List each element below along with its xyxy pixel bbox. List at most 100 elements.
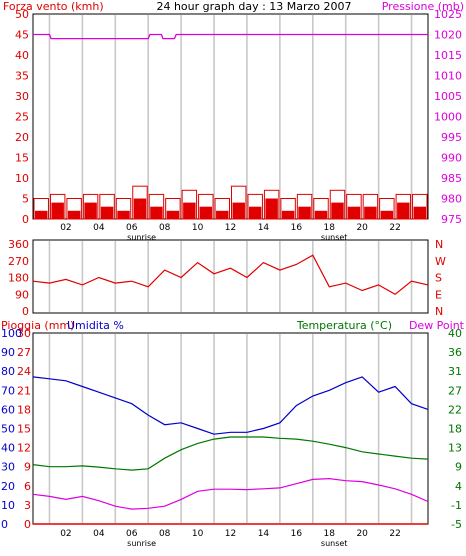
dewpoint-line [32, 477, 429, 510]
wind-y-tick-label: 0 [22, 213, 29, 226]
wind-direction-line [32, 254, 429, 296]
rain-y-tick-label: 0 [24, 518, 31, 531]
pressure-y-tick-label: 995 [441, 131, 462, 144]
humidity-y-tick-label: 90 [1, 346, 15, 359]
temperature-y-tick-label: 13 [448, 442, 462, 455]
compass-label: N [435, 305, 443, 318]
temperature-y-tick-label: 27 [448, 384, 462, 397]
wind-avg-bar [265, 198, 278, 219]
x-tick-label: 14 [258, 529, 270, 539]
wind-axis-title: Forza vento (kmh) [3, 0, 104, 13]
humidity-y-tick-label: 20 [1, 480, 15, 493]
humidity-y-tick-label: 80 [1, 365, 15, 378]
temperature-y-tick-label: 40 [448, 327, 462, 340]
x-tick-label: 06 [126, 529, 138, 539]
wind-avg-bar [397, 202, 410, 219]
x-tick-label: 12 [225, 223, 236, 233]
direction-y-tick-label: 180 [8, 272, 29, 285]
temperature-y-tick-label: 4 [455, 480, 462, 493]
pressure-y-tick-label: 1025 [434, 8, 462, 21]
temperature-y-tick-label: 31 [448, 365, 462, 378]
wind-avg-bar [347, 206, 361, 219]
pressure-y-tick-label: 1000 [434, 111, 462, 124]
rain-y-tick-label: 15 [17, 423, 31, 436]
temperature-y-tick-label: 36 [448, 346, 462, 359]
compass-label: W [435, 255, 446, 268]
wind-y-tick-label: 35 [15, 70, 29, 83]
pressure-y-tick-label: 980 [441, 193, 462, 206]
compass-label: E [435, 288, 442, 301]
x-tick-label: 10 [192, 223, 204, 233]
direction-y-tick-label: 360 [8, 238, 29, 251]
temperature-line [32, 436, 429, 471]
humidity-y-tick-label: 50 [1, 423, 15, 436]
rain-y-tick-label: 9 [24, 461, 31, 474]
wind-avg-bar [183, 202, 196, 219]
x-tick-label: 04 [93, 223, 105, 233]
compass-label: N [435, 238, 443, 251]
tick-label-layer: 0202040406060808101012121414161618182020… [1, 8, 462, 548]
pressure-y-tick-label: 990 [441, 152, 462, 165]
wind-avg-bar [35, 210, 48, 219]
x-tick-label: 10 [192, 529, 204, 539]
temperature-y-tick-label: 9 [455, 461, 462, 474]
sunset-label: sunset [321, 233, 348, 242]
humidity-y-tick-label: 40 [1, 442, 15, 455]
x-tick-label: 14 [258, 223, 270, 233]
wind-avg-bar [84, 202, 97, 219]
direction-y-tick-label: 270 [8, 255, 29, 268]
wind-y-tick-label: 25 [15, 111, 29, 124]
x-tick-label: 12 [225, 529, 236, 539]
wind-avg-bar [380, 210, 394, 219]
wind-avg-bar [232, 202, 245, 219]
rain-y-tick-label: 24 [17, 365, 31, 378]
pressure-y-tick-label: 1010 [434, 70, 462, 83]
pressure-y-tick-label: 1015 [434, 49, 462, 62]
temperature-y-tick-label: 18 [448, 423, 462, 436]
humidity-y-tick-label: 10 [1, 499, 15, 512]
pressure-y-tick-label: 1020 [434, 29, 462, 42]
direction-y-tick-label: 90 [15, 288, 29, 301]
wind-avg-bar [150, 206, 163, 219]
wind-avg-bar [281, 210, 295, 219]
x-tick-label: 08 [159, 529, 171, 539]
humidity-y-tick-label: 70 [1, 384, 15, 397]
x-tick-label: 06 [126, 223, 138, 233]
pressure-y-tick-label: 975 [441, 213, 462, 226]
x-tick-label: 20 [356, 223, 368, 233]
x-tick-label: 02 [60, 223, 71, 233]
sunrise-label: sunrise [127, 233, 156, 242]
wind-y-tick-label: 15 [15, 152, 29, 165]
humidity-axis-title: Umidita % [67, 319, 124, 332]
x-tick-label: 16 [291, 223, 303, 233]
x-tick-label: 18 [324, 529, 336, 539]
wind-avg-bar [413, 206, 426, 219]
rain-y-tick-label: 6 [24, 480, 31, 493]
wind-avg-bar [199, 206, 213, 219]
wind-y-tick-label: 20 [15, 131, 29, 144]
grid-layer [48, 15, 413, 523]
wind-avg-bar [364, 206, 377, 219]
rain-y-tick-label: 3 [24, 499, 31, 512]
temperature-y-tick-label: -1 [451, 499, 462, 512]
sunrise-label: sunrise [127, 539, 156, 548]
wind-avg-bar [117, 210, 130, 219]
wind-avg-bar [331, 202, 344, 219]
dewpoint-axis-title: Dew Point [409, 319, 465, 332]
pressure-axis-title: Pressione (mb) [382, 0, 464, 13]
humidity-line [32, 376, 429, 435]
rain-y-tick-label: 30 [17, 327, 31, 340]
x-tick-label: 20 [356, 529, 368, 539]
wind-y-tick-label: 5 [22, 193, 29, 206]
wind-avg-bar [166, 210, 180, 219]
rain-y-tick-label: 18 [17, 403, 31, 416]
wind-y-tick-label: 10 [15, 172, 29, 185]
wind-pressure-panel [32, 13, 429, 220]
sunset-label: sunset [321, 539, 348, 548]
humidity-y-tick-label: 100 [1, 327, 22, 340]
wind-y-tick-label: 50 [15, 8, 29, 21]
wind-y-tick-label: 30 [15, 90, 29, 103]
wind-y-tick-label: 40 [15, 49, 29, 62]
wind-avg-bar [298, 206, 311, 219]
